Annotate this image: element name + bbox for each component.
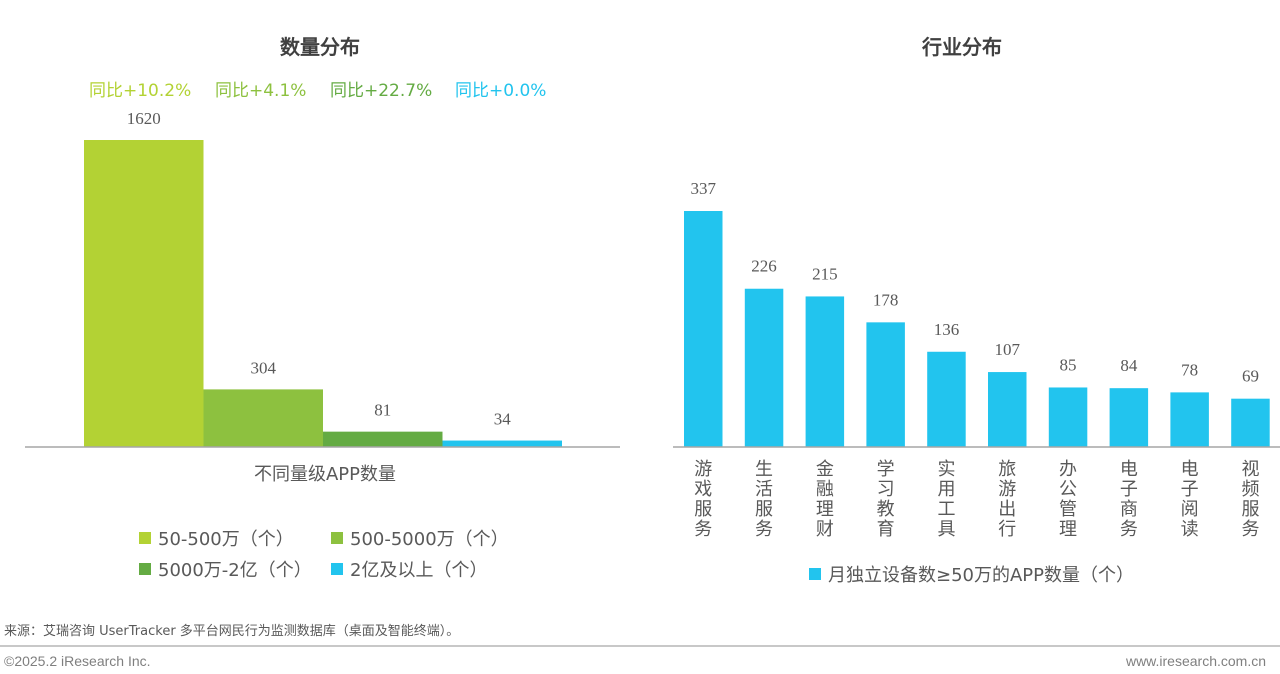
data-label: 85	[1060, 355, 1077, 374]
x-tick-label: 金融理财	[815, 459, 834, 540]
website-link[interactable]: www.iresearch.com.cn	[1125, 653, 1266, 669]
bar-5	[988, 372, 1027, 447]
yoy-label: 同比+0.0%	[455, 81, 547, 101]
source-note: 来源：艾瑞咨询 UserTracker 多平台网民行为监测数据库（桌面及智能终端…	[4, 624, 460, 639]
legend-item: 2亿及以上（个）	[331, 556, 487, 582]
x-tick-label: 生活服务	[755, 459, 774, 540]
data-label: 69	[1242, 367, 1259, 386]
yoy-label: 同比+4.1%	[215, 81, 307, 101]
x-tick-label: 视频服务	[1241, 459, 1260, 540]
bar-7	[1109, 388, 1149, 447]
data-label: 226	[751, 257, 777, 276]
legend-label: 50-500万（个）	[158, 529, 294, 550]
bar-4	[927, 351, 966, 447]
x-tick-label: 办公管理	[1059, 459, 1078, 540]
x-tick-label: 学习教育	[876, 459, 895, 540]
legend-swatch-icon	[809, 568, 821, 580]
data-label: 81	[374, 401, 391, 420]
bar-8	[1170, 392, 1209, 447]
legend-swatch-icon	[139, 532, 151, 544]
bar-2	[323, 431, 443, 447]
bar-3	[866, 322, 905, 447]
bar-2	[805, 296, 845, 447]
bar-3	[442, 440, 562, 447]
x-tick-label: 旅游出行	[998, 459, 1017, 540]
data-label: 78	[1181, 360, 1198, 379]
x-tick-label: 实用工具	[937, 459, 956, 540]
x-tick-label: 电子阅读	[1180, 459, 1199, 540]
legend-swatch-icon	[139, 563, 151, 575]
data-label: 304	[251, 358, 277, 377]
right-chart-title: 行业分布	[922, 35, 1002, 59]
bar-1	[744, 288, 784, 447]
x-tick-label: 游戏服务	[694, 459, 713, 540]
data-label: 136	[934, 320, 960, 339]
right-chart-bars: 337 226 215 178 136 107 85 84 78 69	[684, 179, 1270, 447]
legend-item: 月独立设备数≥50万的APP数量（个）	[809, 561, 1134, 587]
legend-swatch-icon	[331, 532, 343, 544]
legend-label: 月独立设备数≥50万的APP数量（个）	[828, 565, 1135, 586]
data-label: 34	[494, 410, 512, 429]
bar-9	[1231, 398, 1270, 447]
data-label: 1620	[127, 109, 161, 128]
footer-divider	[0, 645, 1280, 647]
data-label: 215	[812, 264, 838, 283]
bar-1	[203, 389, 323, 447]
x-tick-label: 电子商务	[1119, 459, 1138, 540]
bar-6	[1048, 387, 1088, 447]
legend-label: 5000万-2亿（个）	[158, 560, 312, 581]
bar-0	[84, 140, 204, 447]
legend-label: 500-5000万（个）	[350, 529, 509, 550]
legend-item: 5000万-2亿（个）	[139, 556, 312, 582]
data-label: 178	[873, 290, 899, 309]
legend-swatch-icon	[331, 563, 343, 575]
data-label: 337	[691, 179, 717, 198]
legend-item: 500-5000万（个）	[331, 525, 509, 551]
left-chart-bars: 1620 304 81 34	[84, 109, 562, 447]
yoy-label: 同比+22.7%	[330, 81, 433, 101]
bar-0	[684, 211, 723, 447]
left-chart-title: 数量分布	[280, 35, 360, 59]
copyright: ©2025.2 iResearch Inc.	[4, 653, 151, 669]
data-label: 107	[995, 340, 1021, 359]
left-x-axis-label: 不同量级APP数量	[253, 464, 397, 485]
legend-label: 2亿及以上（个）	[350, 560, 488, 581]
legend-item: 50-500万（个）	[139, 525, 294, 551]
yoy-label: 同比+10.2%	[89, 81, 192, 101]
data-label: 84	[1120, 356, 1138, 375]
